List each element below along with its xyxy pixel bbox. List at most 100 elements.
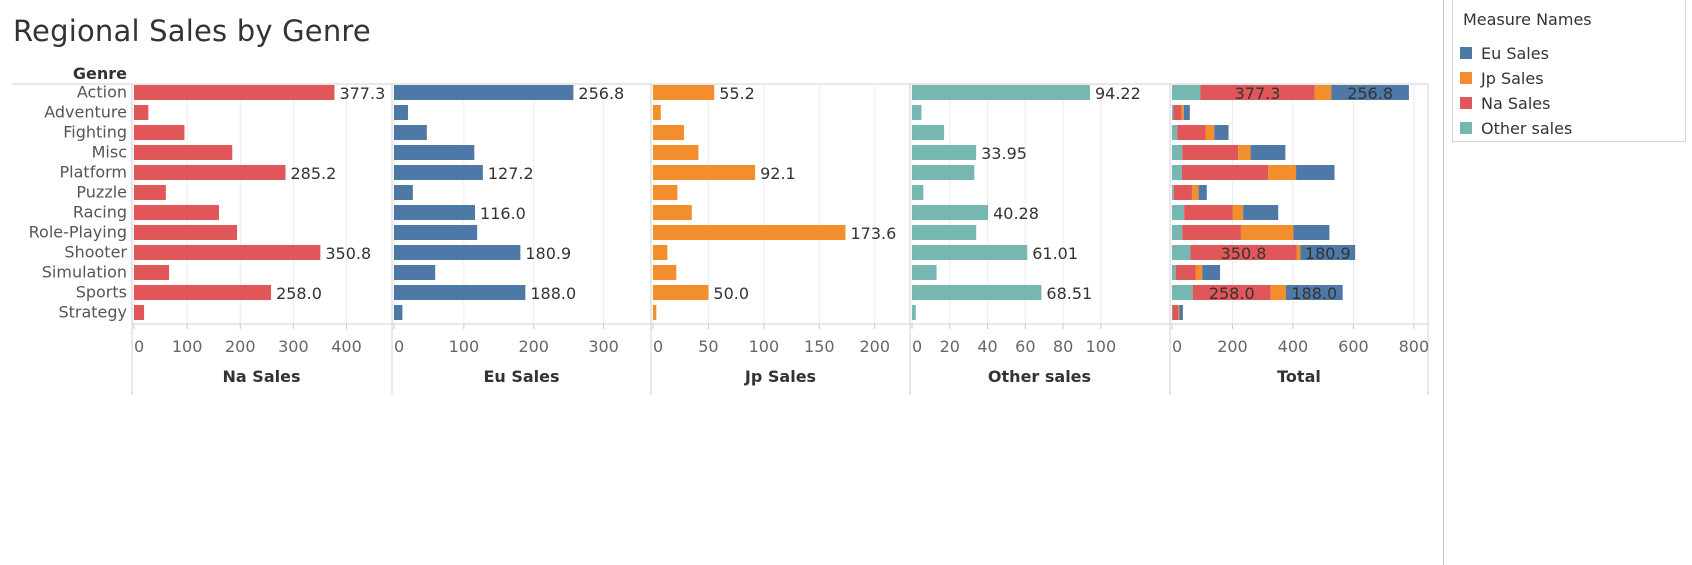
data-label-jp: 92.1 bbox=[760, 164, 796, 183]
stack-segment-na bbox=[1175, 265, 1196, 280]
stack-segment-jp bbox=[1238, 145, 1251, 160]
legend-item-other-sales[interactable]: Other sales bbox=[1460, 117, 1572, 139]
tick-label: 0 bbox=[1172, 337, 1182, 356]
category-label: Action bbox=[77, 83, 127, 102]
legend-swatch bbox=[1460, 47, 1472, 59]
bar-jp bbox=[653, 245, 668, 260]
bar-eu bbox=[394, 145, 475, 160]
bar-na bbox=[134, 225, 238, 240]
bar-jp bbox=[653, 225, 846, 240]
legend-item-jp-sales[interactable]: Jp Sales bbox=[1460, 67, 1544, 89]
legend-swatch bbox=[1460, 122, 1472, 134]
legend-item-eu-sales[interactable]: Eu Sales bbox=[1460, 42, 1549, 64]
bar-other bbox=[912, 265, 937, 280]
stack-label-na: 258.0 bbox=[1209, 284, 1255, 303]
category-label: Simulation bbox=[42, 263, 127, 282]
bar-other bbox=[912, 85, 1090, 100]
data-label-eu: 116.0 bbox=[480, 204, 526, 223]
bar-eu bbox=[394, 125, 427, 140]
bar-na bbox=[134, 145, 233, 160]
bar-na bbox=[134, 105, 149, 120]
stack-segment-other bbox=[1172, 225, 1183, 240]
stack-segment-jp bbox=[1314, 85, 1332, 100]
tick-label: 200 bbox=[1217, 337, 1248, 356]
category-label: Fighting bbox=[63, 123, 127, 142]
category-label: Platform bbox=[60, 163, 127, 182]
bar-eu bbox=[394, 285, 526, 300]
data-label-other: 68.51 bbox=[1046, 284, 1092, 303]
stack-label-na: 377.3 bbox=[1235, 84, 1281, 103]
stack-segment-other bbox=[1172, 205, 1185, 220]
stack-segment-jp bbox=[1205, 125, 1215, 140]
bar-jp bbox=[653, 125, 685, 140]
stack-segment-eu bbox=[1243, 205, 1279, 220]
category-label: Strategy bbox=[58, 303, 127, 322]
bar-other bbox=[912, 125, 945, 140]
stack-segment-jp bbox=[1191, 185, 1199, 200]
data-label-other: 94.22 bbox=[1095, 84, 1141, 103]
axis-title-na: Na Sales bbox=[223, 367, 301, 386]
stack-segment-eu bbox=[1300, 245, 1356, 260]
bar-na bbox=[134, 165, 286, 180]
data-label-jp: 50.0 bbox=[713, 284, 749, 303]
stack-segment-na bbox=[1173, 105, 1182, 120]
tick-label: 80 bbox=[1053, 337, 1073, 356]
legend: Measure Names Eu Sales Jp Sales Na Sales… bbox=[1452, 0, 1686, 142]
legend-label: Na Sales bbox=[1481, 93, 1551, 113]
tick-label: 50 bbox=[698, 337, 718, 356]
stack-segment-na bbox=[1200, 85, 1315, 100]
legend-swatch bbox=[1460, 72, 1472, 84]
bar-jp bbox=[653, 205, 692, 220]
tick-label: 300 bbox=[278, 337, 309, 356]
tick-label: 0 bbox=[653, 337, 663, 356]
stack-segment-eu bbox=[1296, 165, 1335, 180]
data-label-na: 285.2 bbox=[291, 164, 337, 183]
bar-other bbox=[912, 205, 989, 220]
axis-title-other: Other sales bbox=[988, 367, 1091, 386]
axis-title-eu: Eu Sales bbox=[483, 367, 559, 386]
stack-segment-other bbox=[1172, 305, 1173, 320]
bar-eu bbox=[394, 105, 408, 120]
tick-label: 200 bbox=[518, 337, 549, 356]
bar-jp bbox=[653, 185, 678, 200]
tick-label: 150 bbox=[804, 337, 835, 356]
bar-other bbox=[912, 305, 916, 320]
tick-label: 300 bbox=[588, 337, 619, 356]
stack-segment-jp bbox=[1296, 245, 1301, 260]
tick-label: 60 bbox=[1015, 337, 1035, 356]
tick-label: 800 bbox=[1399, 337, 1430, 356]
stack-segment-na bbox=[1177, 125, 1206, 140]
stack-segment-na bbox=[1182, 145, 1239, 160]
category-label: Puzzle bbox=[76, 183, 127, 202]
category-label: Sports bbox=[76, 283, 127, 302]
bar-na bbox=[134, 205, 219, 220]
stack-segment-other bbox=[1172, 285, 1193, 300]
legend-item-na-sales[interactable]: Na Sales bbox=[1460, 92, 1550, 114]
bar-na bbox=[134, 185, 166, 200]
bar-other bbox=[912, 285, 1042, 300]
category-label: Adventure bbox=[44, 103, 127, 122]
legend-label: Jp Sales bbox=[1481, 68, 1544, 88]
tick-label: 100 bbox=[172, 337, 203, 356]
stack-segment-other bbox=[1172, 165, 1182, 180]
stack-label-eu: 180.9 bbox=[1305, 244, 1351, 263]
category-label: Misc bbox=[92, 143, 127, 162]
stack-segment-other bbox=[1172, 245, 1191, 260]
data-label-other: 40.28 bbox=[993, 204, 1039, 223]
category-label: Racing bbox=[73, 203, 127, 222]
data-label-na: 258.0 bbox=[276, 284, 322, 303]
stack-segment-na bbox=[1192, 285, 1271, 300]
data-label-na: 377.3 bbox=[339, 84, 385, 103]
data-label-other: 61.01 bbox=[1032, 244, 1078, 263]
bar-other bbox=[912, 245, 1028, 260]
stack-segment-other bbox=[1172, 145, 1183, 160]
data-label-eu: 127.2 bbox=[488, 164, 534, 183]
bar-eu bbox=[394, 265, 436, 280]
stack-segment-eu bbox=[1179, 305, 1183, 320]
data-label-other: 33.95 bbox=[981, 144, 1027, 163]
stack-segment-eu bbox=[1293, 225, 1330, 240]
tick-label: 0 bbox=[134, 337, 144, 356]
stack-segment-jp bbox=[1270, 285, 1286, 300]
stack-segment-na bbox=[1190, 245, 1297, 260]
tick-label: 0 bbox=[394, 337, 404, 356]
